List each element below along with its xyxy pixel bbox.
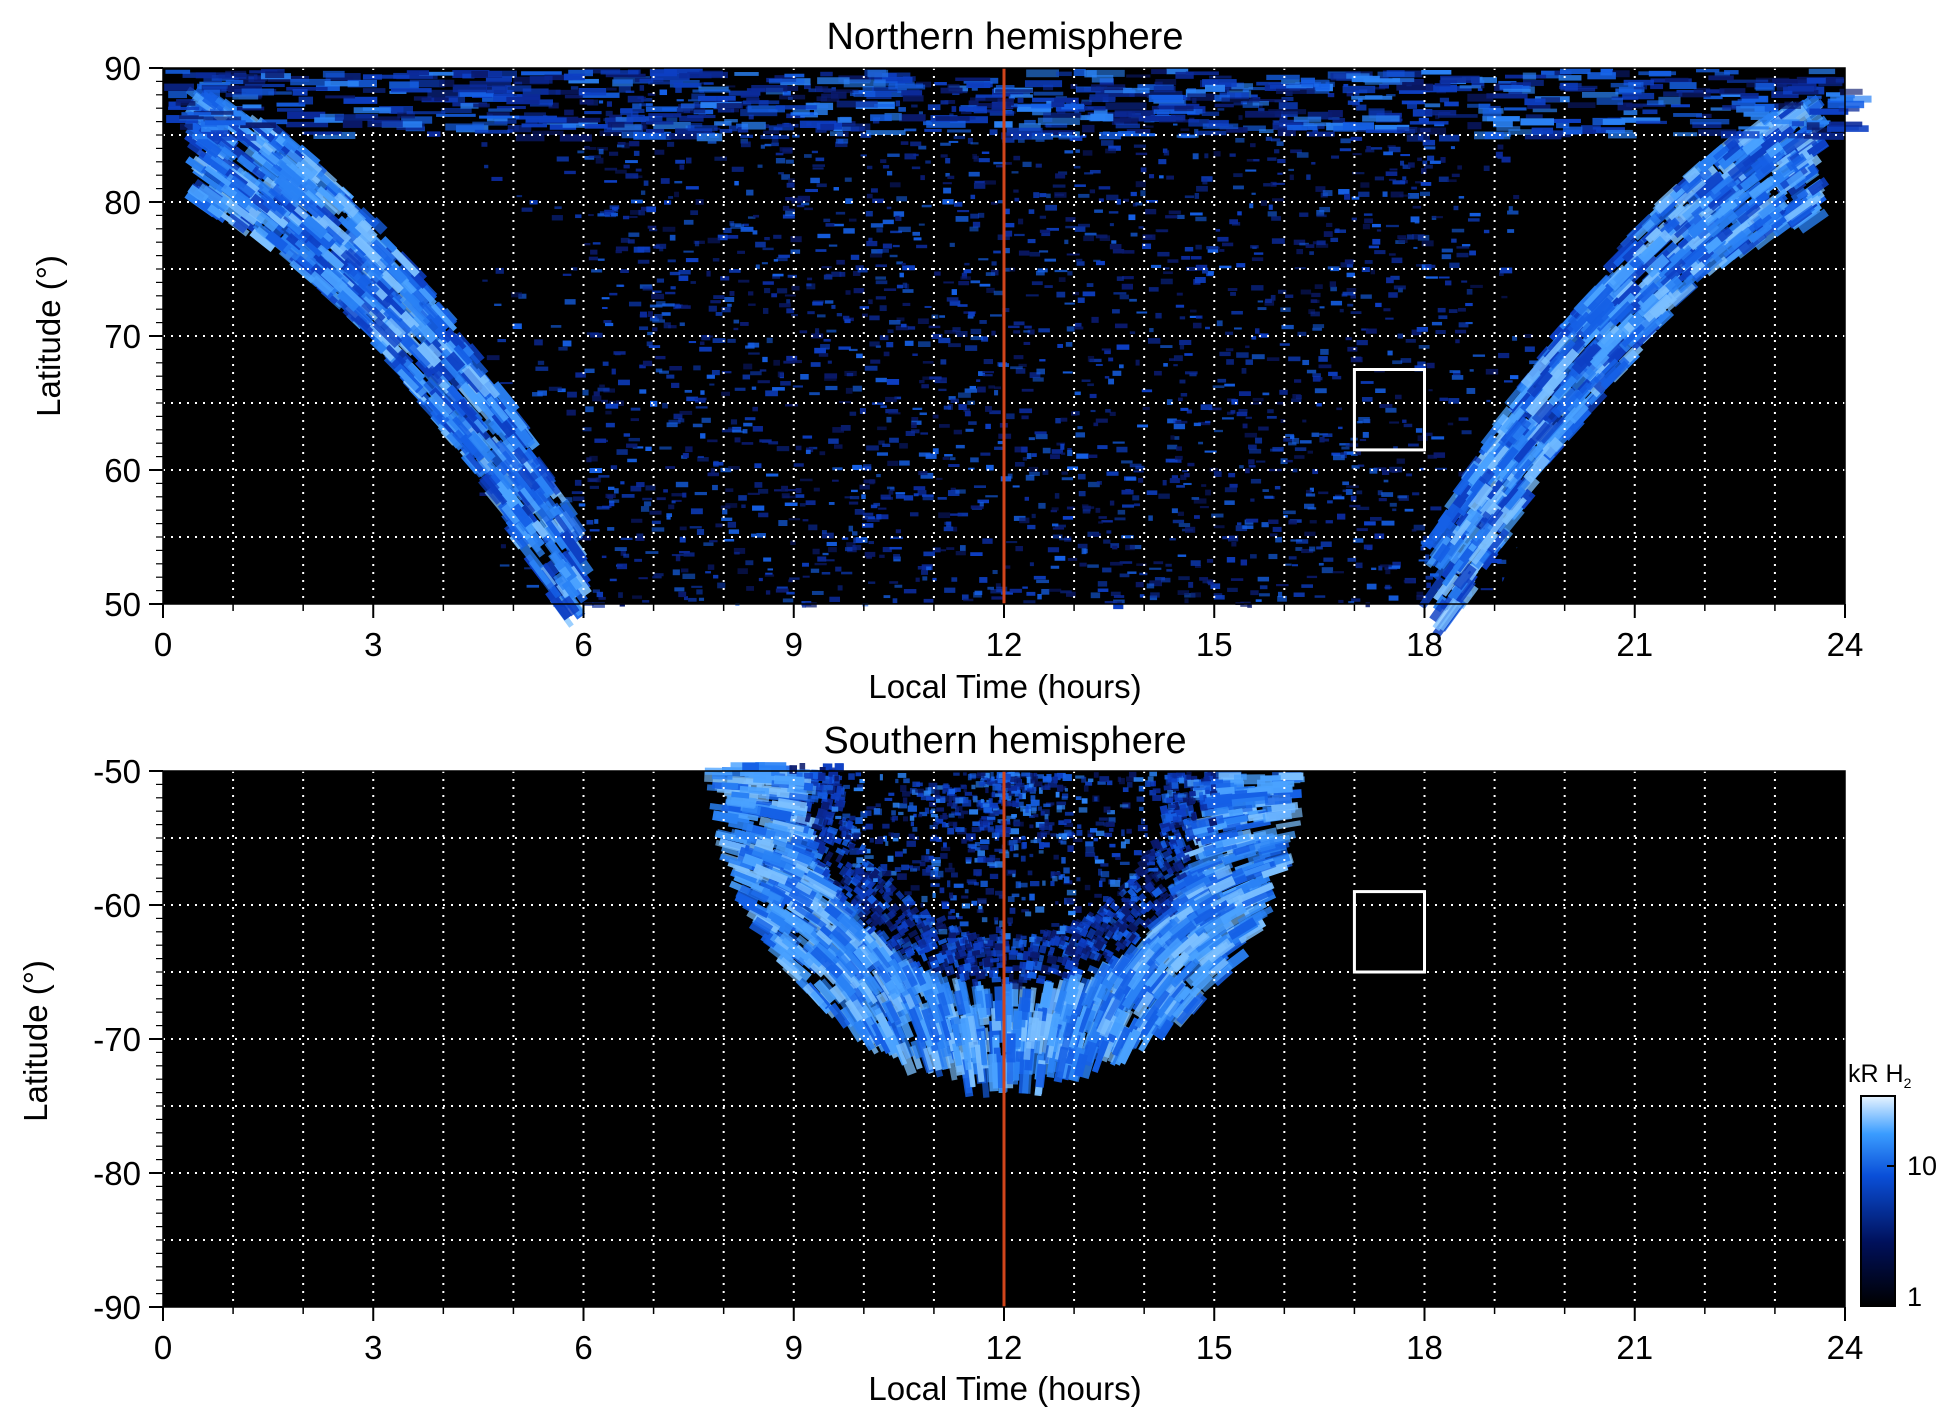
- colorbar-tick-1: 1: [1907, 1282, 1922, 1312]
- northern-hemisphere-panel: Northern hemisphere 0 3 6 9 12 15 18 21 24 50 60 70…: [30, 16, 1872, 705]
- y-tick-label: 80: [104, 184, 141, 221]
- no-data-dawn: [163, 283, 514, 604]
- southern-hemisphere-panel: Southern hemisphere 0 3 6 9 12 15 18 21 24 -50 -60…: [17, 720, 1863, 1407]
- no-data-dusk: [1494, 283, 1845, 604]
- colorbar-gradient: [1860, 1095, 1896, 1307]
- north-axes: 0 3 6 9 12 15 18 21 24 50 60 70 80 90: [104, 50, 1863, 663]
- x-tick-label: 3: [364, 626, 382, 663]
- y-tick-label: 60: [104, 452, 141, 489]
- x-tick-label: 15: [1196, 1329, 1233, 1366]
- south-title: Southern hemisphere: [823, 720, 1186, 762]
- x-tick-label: 12: [986, 1329, 1023, 1366]
- south-x-axis-label: Local Time (hours): [868, 1370, 1141, 1407]
- x-tick-label: 6: [574, 1329, 592, 1366]
- x-tick-label: 0: [154, 626, 172, 663]
- x-tick-label: 15: [1196, 626, 1233, 663]
- x-tick-label: 6: [574, 626, 592, 663]
- x-tick-label: 9: [785, 1329, 803, 1366]
- north-y-axis-label: Latitude (°): [30, 255, 67, 417]
- south-heatmap: [163, 762, 1845, 1307]
- colorbar-label: kR H2: [1848, 1060, 1912, 1091]
- x-tick-label: 21: [1616, 626, 1653, 663]
- south-axes: 0 3 6 9 12 15 18 21 24 -50 -60 -70 -80 -90: [93, 753, 1863, 1366]
- x-tick-label: 18: [1406, 1329, 1443, 1366]
- north-x-axis-label: Local Time (hours): [868, 668, 1141, 705]
- x-tick-label: 0: [154, 1329, 172, 1366]
- y-tick-label: 70: [104, 318, 141, 355]
- x-tick-label: 24: [1827, 626, 1864, 663]
- y-tick-label: -90: [93, 1289, 141, 1326]
- x-tick-label: 24: [1827, 1329, 1864, 1366]
- y-tick-label: -60: [93, 887, 141, 924]
- x-tick-label: 3: [364, 1329, 382, 1366]
- y-tick-label: 50: [104, 586, 141, 623]
- x-tick-label: 18: [1406, 626, 1443, 663]
- y-tick-label: 90: [104, 50, 141, 87]
- highlight-box: [1352, 890, 1426, 974]
- north-title: Northern hemisphere: [827, 16, 1184, 58]
- highlight-box: [1352, 368, 1426, 452]
- y-tick-label: -50: [93, 753, 141, 790]
- colorbar-tick-10: 10: [1907, 1151, 1937, 1181]
- x-tick-label: 21: [1616, 1329, 1653, 1366]
- colorbar: kR H2 10 1: [1848, 1060, 1937, 1312]
- north-heatmap: [163, 68, 1872, 638]
- x-tick-label: 9: [785, 626, 803, 663]
- x-tick-label: 12: [986, 626, 1023, 663]
- south-y-axis-label: Latitude (°): [17, 960, 54, 1122]
- y-tick-label: -80: [93, 1155, 141, 1192]
- y-tick-label: -70: [93, 1021, 141, 1058]
